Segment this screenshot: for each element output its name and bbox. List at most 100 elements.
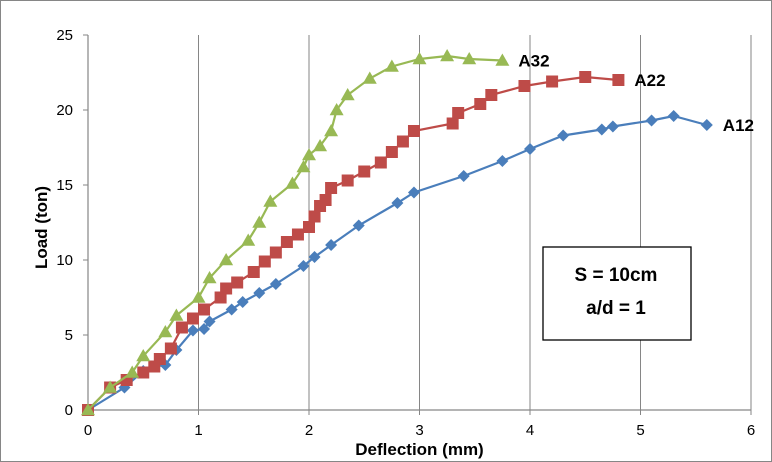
data-point [313,139,328,152]
data-point [191,290,206,303]
data-point [285,176,300,189]
y-tick-label: 10 [56,252,73,269]
data-point [164,342,177,355]
data-point [202,271,217,284]
y-tick-label: 0 [65,402,73,419]
x-axis-title: Deflection (mm) [355,440,483,459]
data-point [297,260,310,272]
data-point [269,278,282,290]
data-point [612,74,625,86]
x-tick-label: 6 [747,422,755,439]
data-point [340,88,355,101]
data-point [385,146,398,158]
data-point [446,117,459,130]
y-tick-label: 20 [56,102,73,119]
series-line-a12 [87,114,708,411]
data-point [269,246,282,259]
data-point [252,215,267,228]
data-point [440,49,455,62]
data-point [462,52,477,65]
data-point [518,80,531,92]
data-point [358,165,371,178]
data-point [241,233,256,246]
data-point [203,315,216,328]
data-point [457,170,470,182]
data-point [219,253,234,266]
y-tick-label: 25 [56,27,73,44]
data-point [362,71,377,84]
data-point [291,228,304,241]
data-point [308,210,321,223]
annotation-line-2: a/d = 1 [586,298,646,319]
data-point [485,89,498,101]
data-point [645,114,658,127]
data-point [667,110,680,122]
data-point [495,53,510,66]
data-point [175,321,188,334]
x-tick-label: 3 [415,422,423,439]
data-point [280,236,293,248]
grid [198,35,752,410]
data-point [81,403,95,416]
data-point [103,380,118,393]
data-point [253,287,266,299]
data-point [198,323,211,335]
data-point [125,365,140,378]
data-point [524,143,536,155]
data-point [407,125,420,137]
data-point [303,221,315,233]
data-point [412,52,427,65]
series-label-a12: A12 [723,116,754,135]
data-point [236,296,249,308]
annotation-box: S = 10cm a/d = 1 [542,246,692,341]
series-line-a22 [87,75,619,411]
data-point [247,266,260,278]
data-point [557,129,570,142]
axes [83,34,752,415]
data-point [452,107,465,119]
series-group: A12 A22 A32 [81,49,754,416]
data-point [352,219,365,232]
data-point [391,197,404,209]
data-point [158,325,173,338]
data-point [225,303,238,316]
data-point [606,120,619,133]
series-a22: A22 [82,71,666,416]
data-point [231,276,244,289]
data-point [258,255,271,268]
data-point [325,239,338,251]
data-point [384,59,399,72]
y-axis-title: Load (ton) [32,186,51,269]
data-point [700,119,713,131]
y-tick-label: 5 [65,327,73,344]
data-point [136,349,151,362]
data-point [302,148,316,161]
series-a32: A32 [81,49,550,416]
data-point [329,103,344,116]
series-label-a32: A32 [518,52,549,71]
data-point [186,312,199,325]
data-point [396,135,409,148]
data-point [474,98,487,110]
data-point [325,182,338,194]
x-tick-label: 2 [305,422,313,439]
data-point [153,353,166,365]
data-point [198,303,211,316]
data-point [496,155,509,167]
x-tick-label: 0 [84,422,92,439]
data-point [341,174,354,187]
data-point [546,75,559,88]
data-point [169,308,184,321]
data-point [595,123,608,136]
x-tick-label: 1 [194,422,202,439]
data-point [324,124,339,137]
data-point [374,156,387,169]
data-point [308,251,321,263]
series-label-a22: A22 [634,71,665,90]
data-point [186,324,199,337]
x-tick-label: 4 [526,422,534,439]
y-tick-label: 15 [56,177,73,194]
data-point [319,194,332,206]
tick-labels: 0 1 2 3 4 5 6 0 5 10 15 20 25 [56,27,755,439]
